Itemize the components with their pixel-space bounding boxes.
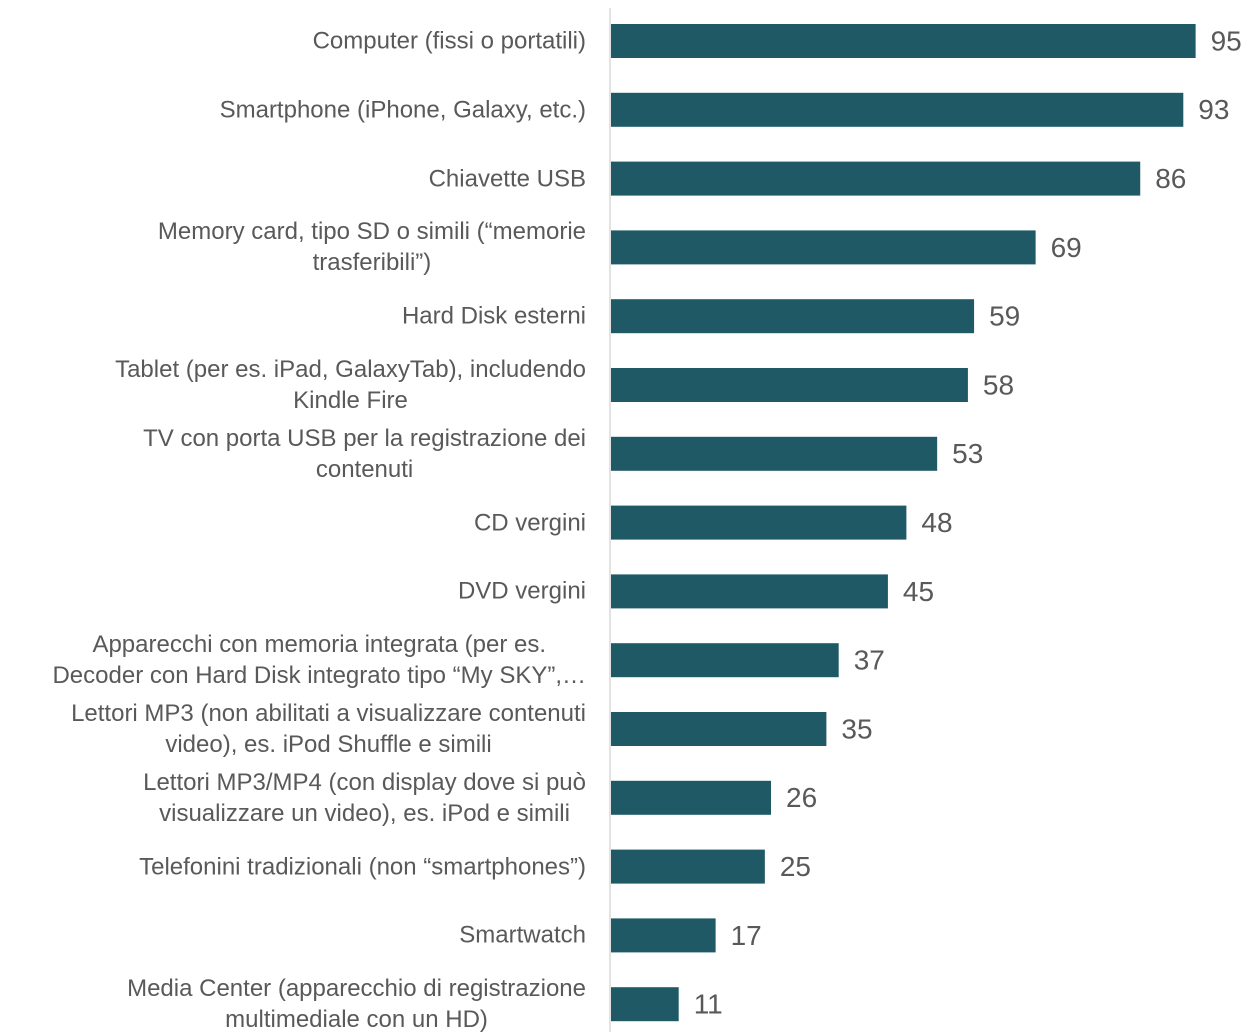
value-label: 48 — [921, 507, 952, 538]
value-label: 11 — [694, 989, 723, 1020]
bar — [611, 368, 968, 402]
bar — [611, 574, 888, 609]
bar — [611, 849, 765, 884]
value-label: 86 — [1155, 163, 1186, 194]
bar — [611, 780, 771, 815]
value-label: 35 — [841, 713, 872, 744]
category-label: Telefonini tradizionali (non “smartphone… — [139, 853, 586, 881]
value-label: 26 — [786, 782, 817, 813]
bar — [611, 918, 716, 953]
category-label: Hard Disk esterni — [401, 302, 586, 330]
category-label: Lettori MP3/MP4 (con display dove si può… — [143, 768, 586, 827]
value-label: 69 — [1051, 232, 1082, 263]
category-label: Memory card, tipo SD o simili (“memorie … — [157, 218, 586, 277]
category-label: Smartwatch — [459, 921, 586, 949]
bar — [611, 92, 1184, 127]
bar — [611, 712, 827, 746]
category-label: Tablet (per es. iPad, GalaxyTab), includ… — [115, 356, 586, 414]
category-label: TV con porta USB per la registrazione de… — [143, 424, 586, 483]
bar — [611, 230, 1036, 265]
category-label: DVD vergini — [457, 577, 586, 605]
bar — [611, 436, 938, 471]
value-label: 25 — [780, 851, 811, 882]
bar — [611, 24, 1196, 58]
value-label: 17 — [731, 920, 762, 951]
category-label: CD vergini — [473, 509, 586, 537]
category-label: Media Center (apparecchio di registrazio… — [127, 975, 586, 1032]
bar — [611, 643, 839, 678]
value-label: 58 — [983, 369, 1014, 400]
value-label: 45 — [903, 576, 934, 607]
value-label: 93 — [1198, 94, 1229, 125]
value-label: 95 — [1211, 25, 1242, 56]
category-label: Computer (fissi o portatili) — [312, 27, 586, 55]
value-label: 37 — [854, 645, 885, 676]
bar — [611, 161, 1141, 196]
value-label: 59 — [989, 301, 1020, 332]
bar — [611, 987, 679, 1022]
category-label: Smartphone (iPhone, Galaxy, etc.) — [219, 96, 586, 124]
category-label: Chiavette USB — [428, 165, 586, 193]
bar — [611, 505, 907, 540]
bar — [611, 299, 975, 334]
category-label: Apparecchi con memoria integrata (per es… — [52, 631, 586, 690]
category-label: Lettori MP3 (non abilitati a visualizzar… — [71, 700, 586, 758]
value-label: 53 — [952, 438, 983, 469]
